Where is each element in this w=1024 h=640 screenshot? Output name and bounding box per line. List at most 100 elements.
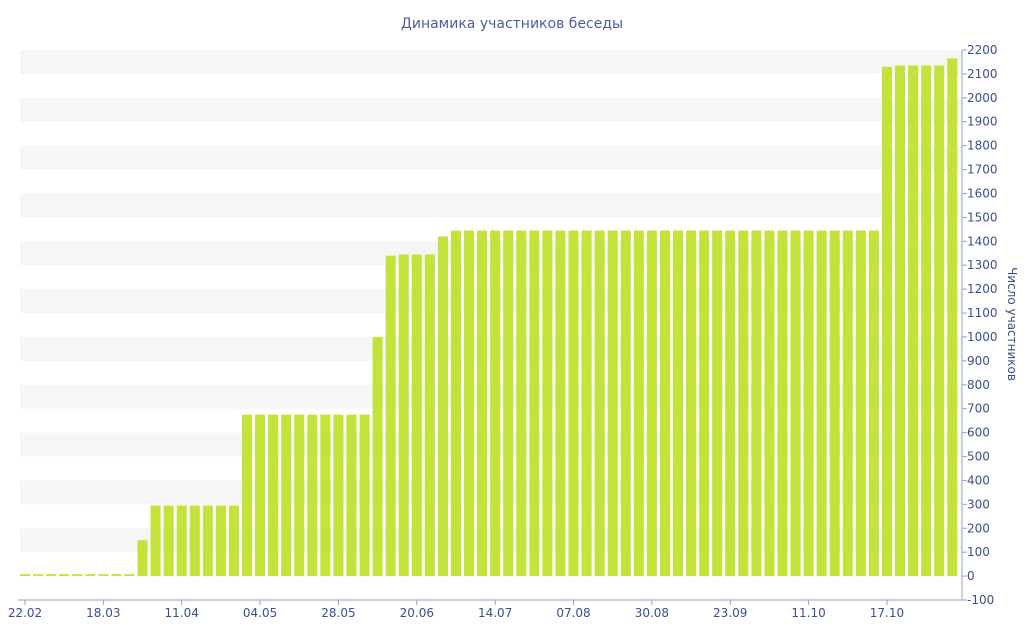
- bar: [424, 254, 435, 577]
- y-tick-label: 1800: [967, 139, 998, 153]
- y-tick-label: 1900: [967, 115, 998, 129]
- bar: [542, 230, 553, 577]
- bar: [490, 230, 501, 577]
- axes: [18, 50, 964, 601]
- bar: [98, 574, 109, 577]
- bar: [398, 254, 409, 577]
- bar: [881, 66, 892, 577]
- bar: [868, 230, 879, 577]
- bar: [607, 230, 618, 577]
- x-tick-label: 11.04: [165, 606, 199, 620]
- x-tick-label: 28.05: [321, 606, 355, 620]
- chart-title: Динамика участников беседы: [401, 16, 623, 32]
- y-tick-label: 1600: [967, 186, 998, 200]
- y-tick-label: 1500: [967, 210, 998, 224]
- x-tick-label: 23.09: [713, 606, 747, 620]
- bar: [268, 414, 279, 577]
- bar: [320, 414, 331, 577]
- bar: [516, 230, 527, 577]
- bar: [803, 230, 814, 577]
- bar: [712, 230, 723, 577]
- bar: [163, 505, 174, 577]
- bar: [294, 414, 305, 577]
- bar: [255, 414, 266, 577]
- bar: [855, 230, 866, 577]
- bar: [816, 230, 827, 577]
- y-tick-label: 300: [967, 497, 990, 511]
- x-tick-label: 11.10: [791, 606, 825, 620]
- y-tick-label: 1200: [967, 282, 998, 296]
- x-tick-label: 17.10: [870, 606, 904, 620]
- bar: [790, 230, 801, 577]
- bar: [686, 230, 697, 577]
- bar: [947, 58, 958, 577]
- y-tick-label: 900: [967, 354, 990, 368]
- bar: [908, 65, 919, 577]
- y-tick-label: 2100: [967, 67, 998, 81]
- bar: [307, 414, 318, 577]
- y-tick-labels: -100 0 100 200 300 400 500 600 700 800 900 1000 1100…: [962, 43, 998, 607]
- grid-band: [20, 50, 962, 74]
- y-tick-label: 1400: [967, 234, 998, 248]
- bar: [921, 65, 932, 577]
- bar: [33, 574, 44, 577]
- bar: [764, 230, 775, 577]
- bar: [620, 230, 631, 577]
- bar: [59, 574, 70, 577]
- bar: [242, 414, 253, 577]
- bar: [450, 230, 461, 577]
- bar: [359, 414, 370, 577]
- bar: [659, 230, 670, 577]
- y-tick-label: 600: [967, 426, 990, 440]
- bar: [215, 505, 226, 577]
- bar: [699, 230, 710, 577]
- bar: [111, 574, 122, 577]
- bar: [503, 230, 514, 577]
- x-tick-label: 04.05: [243, 606, 277, 620]
- bar: [202, 505, 213, 577]
- x-tick-label: 14.07: [478, 606, 512, 620]
- y-tick-label: 2200: [967, 43, 998, 57]
- x-tick-label: 07.08: [556, 606, 590, 620]
- bar: [581, 230, 592, 577]
- bar: [738, 230, 749, 577]
- y-tick-label: 200: [967, 521, 990, 535]
- x-tick-labels: 22.02 18.03 11.04 04.05 28.05 20.06 14.07 07.08…: [8, 600, 904, 620]
- bar: [829, 230, 840, 577]
- bar: [594, 230, 605, 577]
- bar: [777, 230, 788, 577]
- bars: [20, 58, 958, 577]
- bar: [385, 255, 396, 577]
- bar: [725, 230, 736, 577]
- bar: [646, 230, 657, 577]
- y-tick-label: 800: [967, 378, 990, 392]
- x-tick-label: 22.02: [8, 606, 42, 620]
- y-tick-label: 2000: [967, 91, 998, 105]
- bar: [20, 574, 30, 577]
- bar: [85, 574, 96, 577]
- bar: [529, 230, 540, 577]
- y-tick-label: 0: [967, 569, 975, 583]
- bar: [673, 230, 683, 577]
- bar: [189, 505, 200, 577]
- bar: [411, 254, 422, 577]
- y-tick-label: 1000: [967, 330, 998, 344]
- bar: [464, 230, 475, 577]
- bar: [555, 230, 566, 577]
- bar: [124, 574, 135, 577]
- y-tick-label: 400: [967, 473, 990, 487]
- y-tick-label: 700: [967, 402, 990, 416]
- x-tick-label: 30.08: [635, 606, 669, 620]
- bar: [895, 65, 906, 577]
- bar: [176, 505, 187, 577]
- y-tick-label: 1300: [967, 258, 998, 272]
- bar: [568, 230, 579, 577]
- bar: [72, 574, 83, 577]
- y-tick-label: 1100: [967, 306, 998, 320]
- y-tick-label: 100: [967, 545, 990, 559]
- bar: [633, 230, 644, 577]
- bar: [333, 414, 344, 577]
- bar: [150, 505, 161, 577]
- bar: [346, 414, 357, 577]
